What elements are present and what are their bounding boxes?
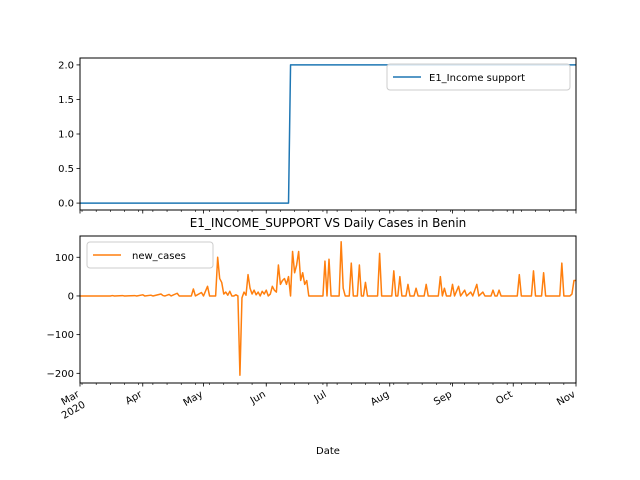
bottom-axes-frame <box>79 235 577 384</box>
top-legend-box <box>386 63 571 91</box>
top-y-tick-label: 0.0 <box>58 199 74 210</box>
figure-title: E1_INCOME_SUPPORT VS Daily Cases in Beni… <box>190 216 467 230</box>
x-axis-title: Date <box>316 446 340 457</box>
top-y-tick-label: 0.5 <box>58 164 74 175</box>
bottom-legend-label: new_cases <box>132 251 186 262</box>
top-y-tick-label: 2.0 <box>58 60 74 71</box>
top-legend-label: E1_Income support <box>429 73 525 84</box>
top-x-ticks <box>79 210 577 214</box>
bottom-legend: new_cases <box>86 241 214 269</box>
bottom-y-tick-label: 100 <box>55 253 74 264</box>
top-legend: E1_Income support <box>386 63 571 91</box>
top-subplot: 0.0 0.5 1.0 1.5 2.0 E1_Income support <box>58 57 577 214</box>
top-y-tick-label: 1.0 <box>58 130 74 141</box>
bottom-series-line-new-cases <box>80 241 576 377</box>
bottom-y-tick-label: −100 <box>47 330 74 341</box>
bottom-y-ticks: −200 −100 0 100 <box>47 253 80 380</box>
top-y-tick-label: 1.5 <box>58 95 74 106</box>
bottom-y-tick-label: 0 <box>68 291 74 302</box>
top-y-ticks: 0.0 0.5 1.0 1.5 2.0 <box>58 60 80 210</box>
bottom-series-layer <box>80 241 576 377</box>
bottom-y-tick-label: −200 <box>47 369 74 380</box>
bottom-legend-box <box>86 241 214 269</box>
